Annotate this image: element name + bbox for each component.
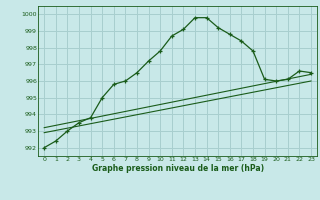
X-axis label: Graphe pression niveau de la mer (hPa): Graphe pression niveau de la mer (hPa) (92, 164, 264, 173)
